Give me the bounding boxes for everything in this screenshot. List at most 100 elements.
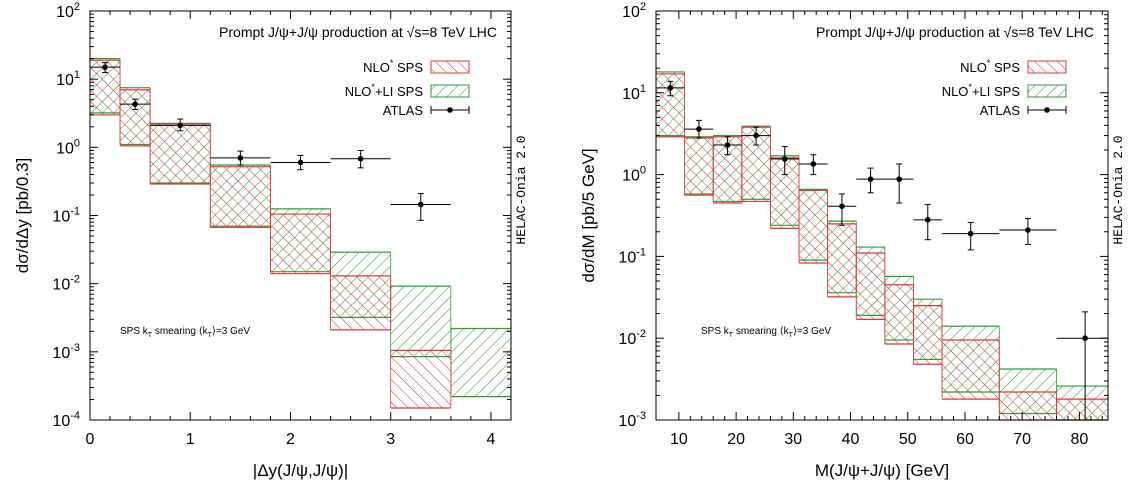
legend-swatch-green [1027,84,1067,98]
x-tick-label: 4 [486,431,495,448]
y-axis-label: dσ/dM [pb/5 GeV] [579,148,598,282]
y-tick-label: 10-3 [52,342,80,362]
legend-label: NLO* SPS [363,58,423,75]
data-point [667,85,674,91]
band-bin [330,275,391,330]
data-point [102,64,108,70]
x-tick-label: 60 [956,431,974,448]
y-tick-label: 100 [56,137,80,157]
band-bin [827,223,857,297]
data-point [753,132,759,139]
y-tick-label: 100 [622,165,646,185]
series-atlas [656,80,1108,421]
legend-label: ATLAS [383,103,424,118]
chart-title: Prompt J/ψ+J/ψ production at √s=8 TeV LH… [219,24,497,40]
band-bin [390,286,451,357]
data-point [810,161,817,167]
y-tick-label: 102 [622,1,646,21]
legend: NLO* SPS NLO*+LI SPS ATLAS [345,58,470,118]
data-point [1025,227,1031,233]
band-bin [856,253,885,320]
x-axis-label: |Δy(J/ψ,J/ψ)| [253,461,348,480]
y-tick-label: 10-3 [618,410,646,430]
data-point [132,101,138,107]
legend-label: NLO*+LI SPS [345,82,424,99]
y-tick-label: 10-2 [618,328,646,348]
chart-panel-2: 10-3 10-2 10-1 100 101 102 10 20 30 40 50 60 70 80 M(J… [579,1,1126,480]
legend-swatch-green [430,84,470,98]
y-tick-label: 102 [56,1,80,21]
x-tick-label: 1 [186,431,195,448]
band-bin [884,284,914,344]
data-point [297,159,304,166]
legend-label: NLO* SPS [960,58,1020,75]
y-axis-label: dσ/dΔy [pb/0.3] [13,158,32,273]
x-axis-label: M(J/ψ+J/ψ) [GeV] [815,461,949,480]
x-tick-label: 0 [86,431,95,448]
series-band-nlo-sps [89,59,452,409]
data-point [967,230,974,237]
data-point [896,176,902,182]
band-bin [684,138,714,196]
band-bin [210,166,271,228]
data-point [781,156,788,162]
side-label: HELAC-Onia 2.0 [514,135,529,244]
band-bin [270,214,331,274]
y-tick-label: 10-4 [52,410,80,430]
band-bin [390,350,451,408]
x-tick-label: 80 [1070,431,1088,448]
side-label: HELAC-Onia 2.0 [1111,135,1126,244]
band-bin [913,305,943,365]
legend-label: NLO*+LI SPS [942,82,1021,99]
band-bin [942,340,1000,400]
data-point [867,176,874,182]
series-atlas [90,62,451,221]
y-tick-label: 10-2 [52,274,80,294]
smearing-note: SPS kT smearing ⟨kT⟩=3 GeV [701,326,831,339]
x-tick-label: 50 [899,431,917,448]
legend-swatch-point [447,107,453,113]
legend-swatch-red [430,60,470,74]
data-point [696,126,702,132]
data-point [924,217,931,223]
band-bin [1056,399,1108,420]
y-tick-label: 101 [56,69,80,89]
series-band-nlo-li-sps [655,71,1109,421]
band-bin [150,123,211,184]
data-point [237,155,244,161]
chart-panel-1: 10-4 10-3 10-2 10-1 100 101 102 0 1 2 3 4 |Δy(J/ψ,J/… [13,1,529,480]
smearing-note: SPS kT smearing ⟨kT⟩=3 GeV [120,326,250,339]
x-axis: 0 1 2 3 4 [86,11,512,448]
band-bin [120,89,151,146]
legend: NLO* SPS NLO*+LI SPS ATLAS [942,58,1067,118]
band-bin [450,328,511,397]
series-band-nlo-sps [655,73,1109,421]
y-tick-label: 101 [622,83,646,103]
legend-swatch-point [1044,107,1050,113]
data-point [357,155,364,162]
plot-frame [655,10,1109,421]
x-tick-label: 70 [1013,431,1031,448]
data-point [177,122,184,129]
x-tick-label: 20 [727,431,745,448]
chart-title: Prompt J/ψ+J/ψ production at √s=8 TeV LH… [816,24,1094,40]
y-tick-label: 10-1 [52,206,80,226]
x-tick-label: 2 [286,431,295,448]
data-point [417,201,424,208]
data-point [1082,335,1088,342]
x-tick-label: 10 [670,431,688,448]
y-axis: 10-3 10-2 10-1 100 101 102 [618,1,1108,430]
data-point [839,203,845,210]
y-axis: 10-4 10-3 10-2 10-1 100 101 102 [52,1,511,430]
legend-label: ATLAS [980,103,1021,118]
band-bin [999,391,1057,420]
x-tick-label: 30 [784,431,802,448]
band-bin [799,190,828,264]
data-point [724,142,731,148]
y-tick-label: 10-1 [618,246,646,266]
legend-swatch-red [1027,60,1067,74]
x-axis: 10 20 30 40 50 60 70 80 [670,11,1103,448]
x-tick-label: 3 [386,431,395,448]
